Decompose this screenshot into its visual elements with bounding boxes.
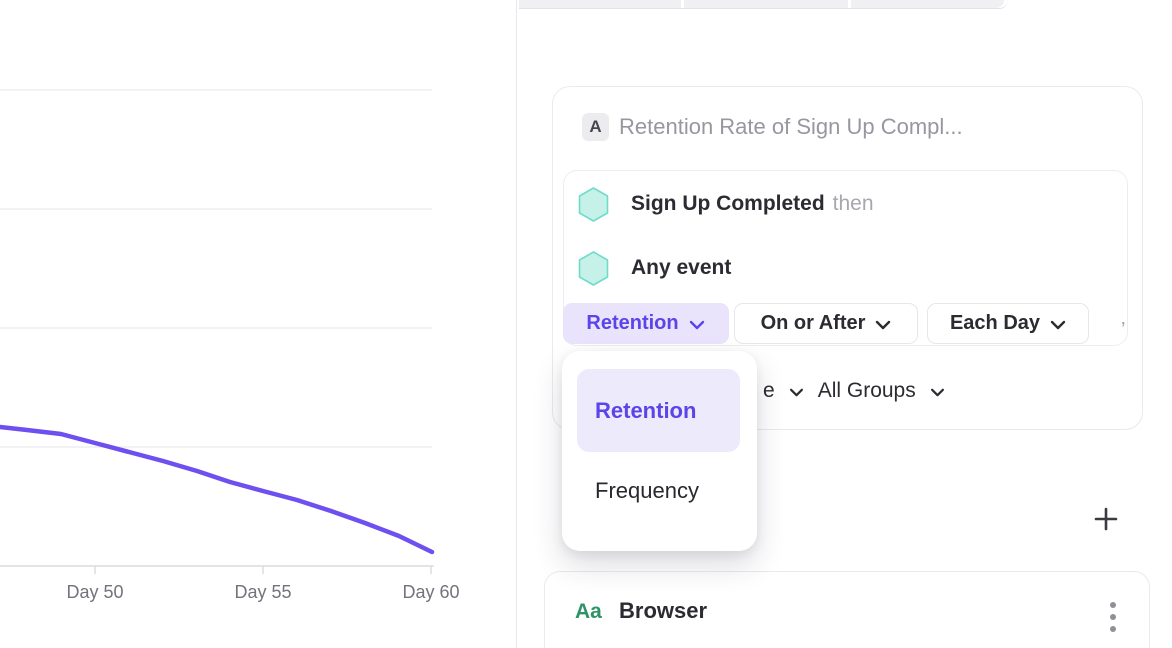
chevron-down-icon [689, 320, 704, 329]
kebab-menu-icon[interactable] [1106, 597, 1120, 637]
top-tab-segment[interactable] [684, 0, 848, 8]
on-or-after-dropdown[interactable]: On or After [734, 303, 918, 344]
measure-mode-dropdown[interactable]: Retention [562, 303, 729, 344]
chart-x-tick-label: Day 60 [402, 582, 459, 602]
interval-dropdown[interactable]: Each Day [927, 303, 1089, 344]
menu-item-frequency[interactable]: Frequency [595, 478, 699, 503]
property-label: Browser [619, 598, 708, 623]
chart-x-tick-label: Day 55 [234, 582, 291, 602]
event-row-sign-up-completed[interactable]: Sign Up Completed then [578, 186, 874, 222]
measure-mode-menu: Retention Frequency [562, 351, 757, 551]
retention-line-series [0, 424, 435, 555]
event-name-label: Sign Up Completed then [631, 192, 874, 215]
add-button[interactable] [1088, 501, 1124, 537]
metric-title-input[interactable]: Retention Rate of Sign Up Compl... [619, 114, 963, 139]
groupby-row[interactable]: e All Groups [763, 370, 945, 412]
chevron-down-icon [930, 388, 944, 396]
event-hexagon-icon [578, 250, 609, 286]
event-hexagon-icon [578, 186, 609, 222]
all-groups-dropdown[interactable]: All Groups [817, 379, 916, 402]
retention-chart: Day 50 Day 55 Day 60 [0, 89, 460, 602]
event-name-label: Any event [631, 256, 732, 279]
chevron-down-icon [876, 320, 891, 329]
property-card-browser[interactable]: Aa Browser [544, 571, 1150, 648]
chevron-down-icon [789, 388, 803, 396]
top-tab-segment[interactable] [519, 0, 681, 8]
chart-x-tick-label: Day 50 [66, 582, 123, 602]
chevron-down-icon [1050, 320, 1066, 329]
kebab-dot [1110, 602, 1116, 608]
groupby-partial-text: e [763, 379, 775, 402]
partial-element-mark: ’ [1121, 319, 1126, 341]
menu-item-retention[interactable]: Retention [577, 369, 740, 452]
top-tab-segment[interactable] [851, 0, 1004, 8]
string-property-icon: Aa [575, 600, 602, 623]
panel-divider [516, 0, 517, 648]
event-row-any-event[interactable]: Any event [578, 250, 732, 286]
plus-icon [1094, 507, 1118, 531]
kebab-dot [1110, 626, 1116, 632]
kebab-dot [1110, 614, 1116, 620]
metric-badge: A [582, 113, 609, 141]
top-tabs-strip[interactable] [519, 0, 1008, 9]
event-list-card: Sign Up Completed then Any event Retentio… [562, 170, 1128, 346]
